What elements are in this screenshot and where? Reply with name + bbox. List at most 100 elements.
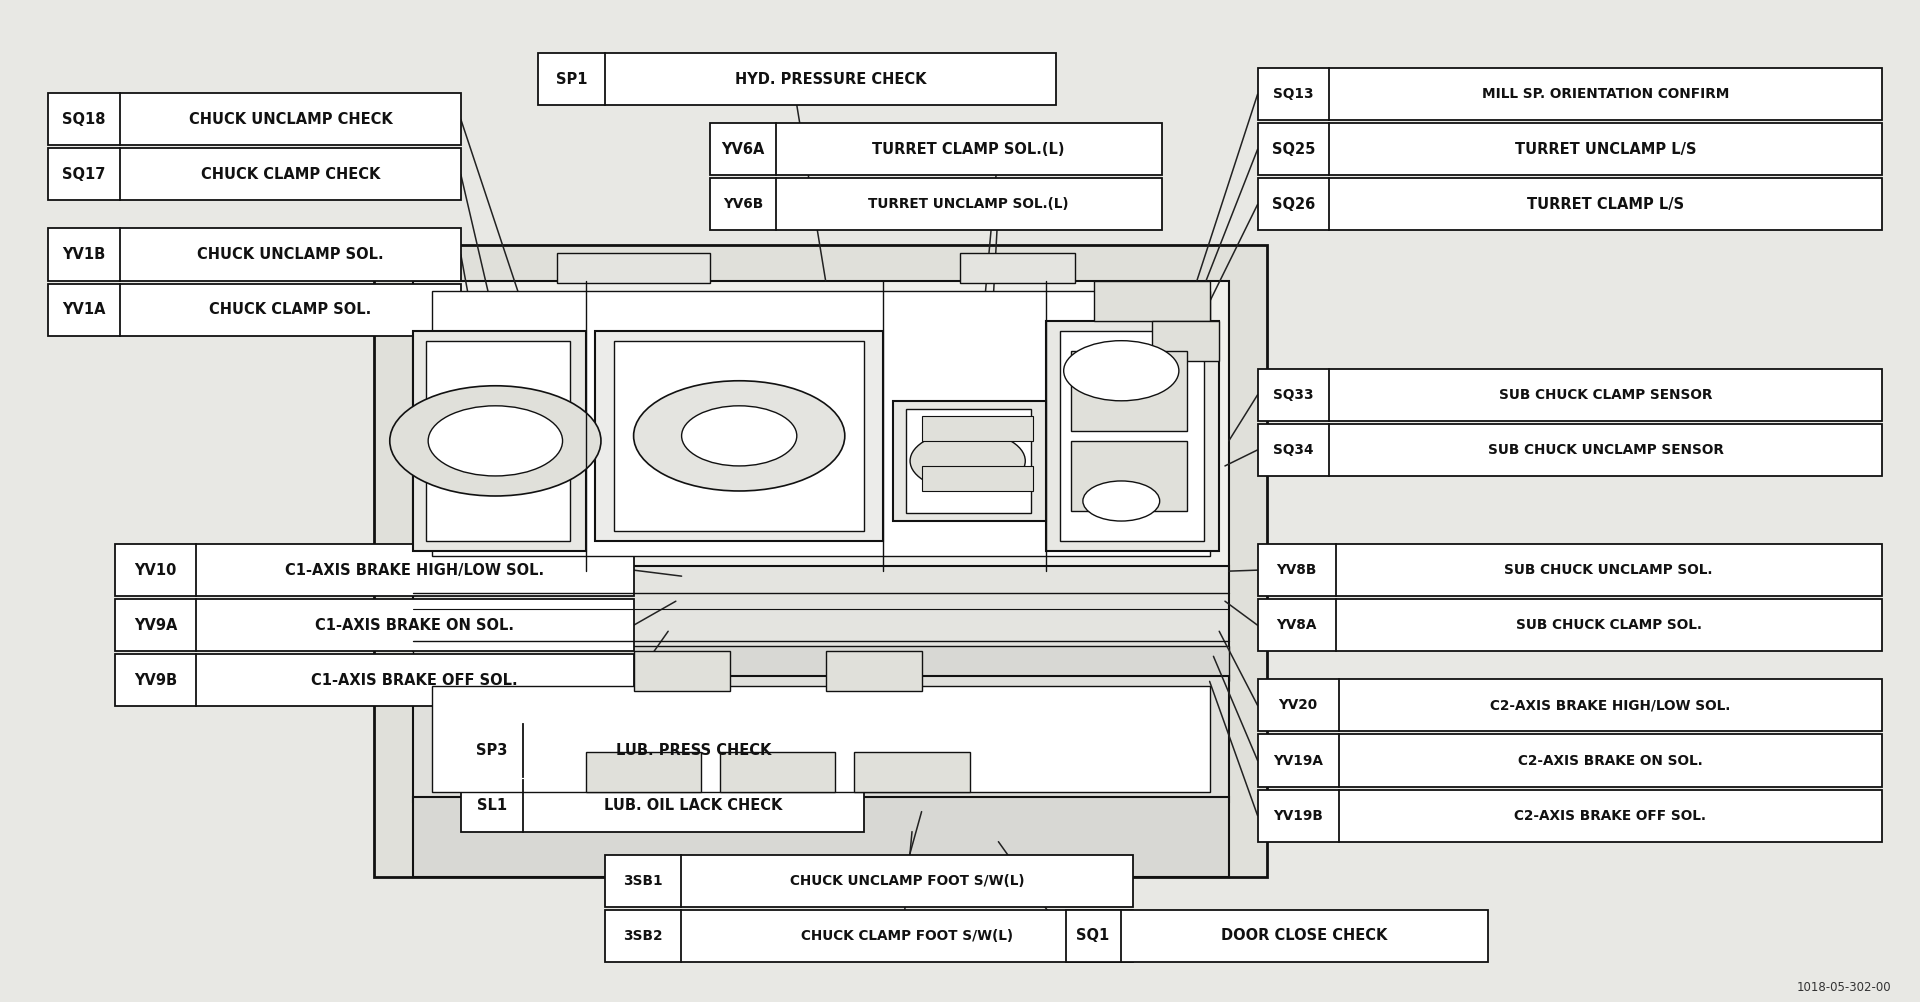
Bar	[1152, 321, 1219, 361]
Text: C2-AXIS BRAKE OFF SOL.: C2-AXIS BRAKE OFF SOL.	[1515, 809, 1707, 823]
Text: TURRET UNCLAMP L/S: TURRET UNCLAMP L/S	[1515, 142, 1695, 156]
Text: SQ25: SQ25	[1271, 142, 1315, 156]
Text: CHUCK CLAMP FOOT S/W(L): CHUCK CLAMP FOOT S/W(L)	[801, 929, 1014, 943]
Bar	[1071, 351, 1187, 431]
Bar	[413, 676, 1229, 802]
Bar	[432, 291, 1210, 556]
Bar	[893, 401, 1046, 521]
Text: CHUCK UNCLAMP FOOT S/W(L): CHUCK UNCLAMP FOOT S/W(L)	[789, 874, 1025, 888]
Bar	[720, 752, 835, 792]
Bar	[1094, 281, 1210, 321]
Bar	[538, 53, 1056, 105]
Text: SUB CHUCK CLAMP SOL.: SUB CHUCK CLAMP SOL.	[1515, 618, 1701, 632]
Bar	[48, 228, 461, 281]
Text: YV6B: YV6B	[724, 197, 764, 211]
Text: MILL SP. ORIENTATION CONFIRM: MILL SP. ORIENTATION CONFIRM	[1482, 87, 1730, 101]
Text: SQ1: SQ1	[1077, 929, 1110, 943]
Text: SP1: SP1	[555, 72, 588, 86]
Bar	[960, 253, 1075, 283]
Text: 3SB1: 3SB1	[624, 874, 662, 888]
Text: DOOR CLOSE CHECK: DOOR CLOSE CHECK	[1221, 929, 1388, 943]
Bar	[1258, 599, 1882, 651]
Bar	[48, 148, 461, 200]
Bar	[1060, 331, 1204, 541]
Text: 1018-05-302-00: 1018-05-302-00	[1797, 981, 1891, 994]
Bar	[413, 566, 1229, 651]
Text: SQ33: SQ33	[1273, 388, 1313, 402]
Circle shape	[910, 431, 1025, 491]
Text: C1-AXIS BRAKE ON SOL.: C1-AXIS BRAKE ON SOL.	[315, 618, 515, 632]
Text: LUB. OIL LACK CHECK: LUB. OIL LACK CHECK	[605, 799, 783, 813]
Text: YV20: YV20	[1279, 698, 1317, 712]
Bar	[413, 797, 1229, 877]
Text: 3SB2: 3SB2	[624, 929, 662, 943]
Text: YV1A: YV1A	[61, 303, 106, 317]
Text: YV19A: YV19A	[1273, 754, 1323, 768]
Bar	[586, 752, 701, 792]
Bar	[614, 341, 864, 531]
Text: SQ13: SQ13	[1273, 87, 1313, 101]
Text: YV1B: YV1B	[63, 247, 106, 262]
Bar	[605, 855, 1133, 907]
Bar	[906, 409, 1031, 513]
Circle shape	[1064, 341, 1179, 401]
Bar	[413, 281, 1229, 571]
Bar	[595, 331, 883, 541]
Text: CHUCK CLAMP CHECK: CHUCK CLAMP CHECK	[202, 167, 380, 181]
Bar	[557, 253, 710, 283]
Text: LUB. PRESS CHECK: LUB. PRESS CHECK	[616, 743, 772, 758]
Text: SUB CHUCK UNCLAMP SOL.: SUB CHUCK UNCLAMP SOL.	[1505, 563, 1713, 577]
Bar	[374, 245, 1267, 877]
Text: TURRET CLAMP L/S: TURRET CLAMP L/S	[1526, 197, 1684, 211]
Bar	[1258, 734, 1882, 787]
Bar	[1258, 544, 1882, 596]
Text: SQ34: SQ34	[1273, 443, 1313, 457]
Text: HYD. PRESSURE CHECK: HYD. PRESSURE CHECK	[735, 72, 925, 86]
Text: SUB CHUCK CLAMP SENSOR: SUB CHUCK CLAMP SENSOR	[1500, 388, 1713, 402]
Text: C1-AXIS BRAKE OFF SOL.: C1-AXIS BRAKE OFF SOL.	[311, 673, 518, 687]
Bar	[115, 544, 634, 596]
Bar	[413, 646, 1229, 681]
Bar	[1258, 369, 1882, 421]
Bar	[605, 910, 1133, 962]
Bar	[1258, 123, 1882, 175]
Bar	[710, 123, 1162, 175]
Text: YV10: YV10	[134, 563, 177, 577]
Bar	[854, 752, 970, 792]
Text: YV19B: YV19B	[1273, 809, 1323, 823]
Text: SQ18: SQ18	[61, 112, 106, 126]
Text: YV9A: YV9A	[134, 618, 177, 632]
Bar	[634, 651, 730, 691]
Bar	[922, 416, 1033, 441]
Text: C2-AXIS BRAKE HIGH/LOW SOL.: C2-AXIS BRAKE HIGH/LOW SOL.	[1490, 698, 1730, 712]
Circle shape	[634, 381, 845, 491]
Bar	[922, 466, 1033, 491]
Text: TURRET UNCLAMP SOL.(L): TURRET UNCLAMP SOL.(L)	[868, 197, 1069, 211]
Bar	[1258, 68, 1882, 120]
Text: YV6A: YV6A	[722, 142, 764, 156]
Bar	[1258, 424, 1882, 476]
Bar	[48, 284, 461, 336]
Text: SQ26: SQ26	[1271, 197, 1315, 211]
Bar	[461, 724, 864, 777]
Bar	[413, 331, 586, 551]
Bar	[461, 780, 864, 832]
Text: YV9B: YV9B	[134, 673, 177, 687]
Text: YV8A: YV8A	[1277, 618, 1317, 632]
Bar	[432, 686, 1210, 792]
Text: YV8B: YV8B	[1277, 563, 1317, 577]
Circle shape	[390, 386, 601, 496]
Bar	[1066, 910, 1488, 962]
Text: CHUCK UNCLAMP SOL.: CHUCK UNCLAMP SOL.	[198, 247, 384, 262]
Bar	[1258, 790, 1882, 842]
Bar	[48, 93, 461, 145]
Bar	[710, 178, 1162, 230]
Text: SQ17: SQ17	[63, 167, 106, 181]
Circle shape	[682, 406, 797, 466]
Bar	[115, 599, 634, 651]
Text: SL1: SL1	[476, 799, 507, 813]
Text: C2-AXIS BRAKE ON SOL.: C2-AXIS BRAKE ON SOL.	[1519, 754, 1703, 768]
Text: CHUCK CLAMP SOL.: CHUCK CLAMP SOL.	[209, 303, 372, 317]
Bar	[115, 654, 634, 706]
Bar	[1258, 178, 1882, 230]
